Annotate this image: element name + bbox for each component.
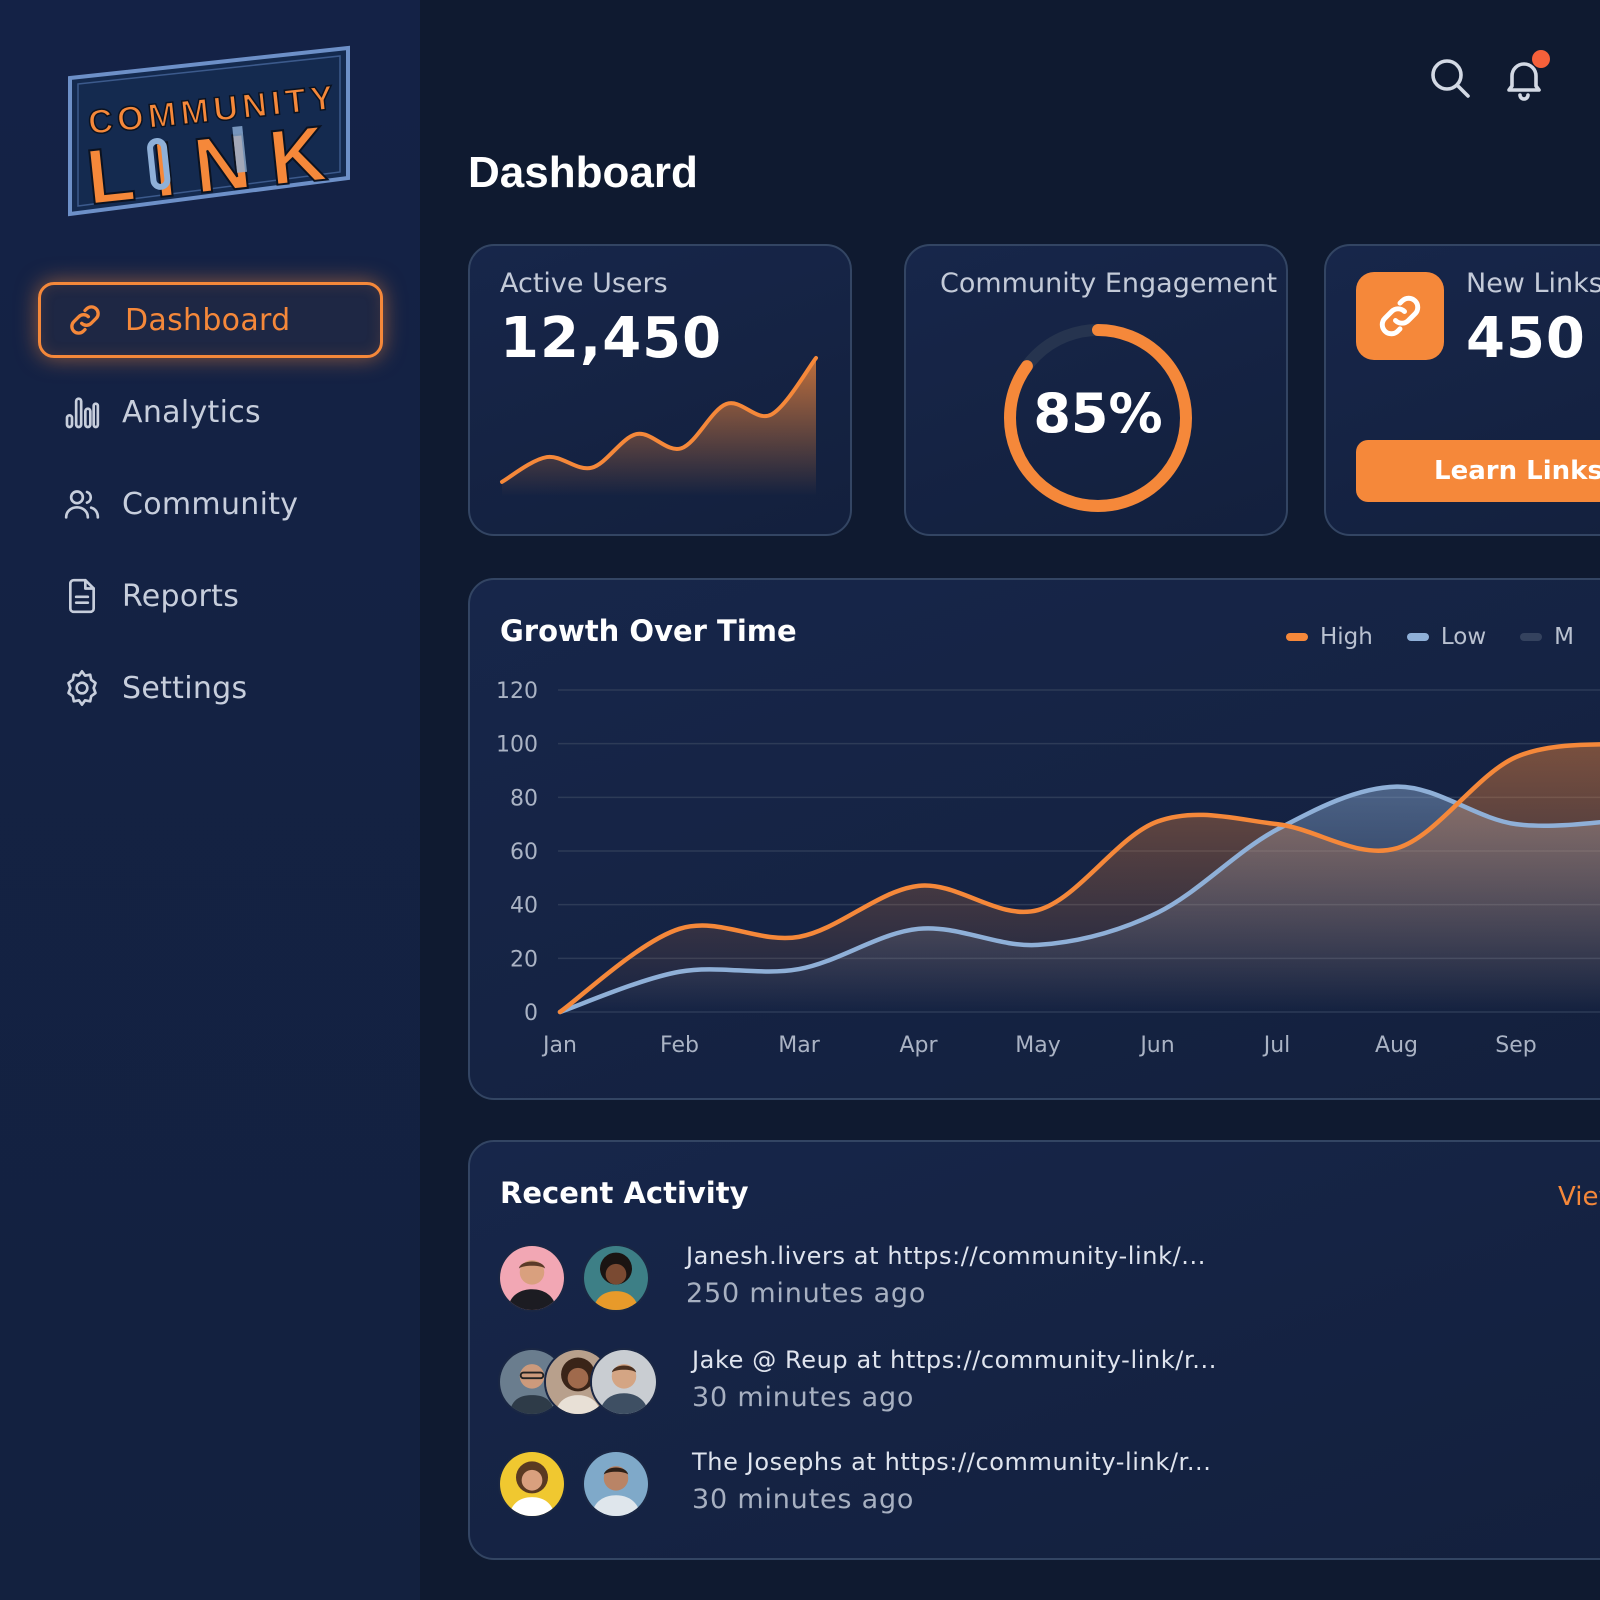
x-tick-label: Apr <box>899 1033 938 1058</box>
search-icon[interactable] <box>1426 54 1474 102</box>
gear-icon <box>60 666 104 710</box>
new-links-card[interactable]: New Links 450 Learn Links <box>1324 244 1600 536</box>
notification-badge <box>1532 50 1550 68</box>
recent-activity-title: Recent Activity <box>500 1176 749 1210</box>
engagement-label: Community Engagement <box>940 268 1278 299</box>
activity-time: 30 minutes ago <box>692 1382 915 1413</box>
activity-text: Janesh.livers at https://community-link/… <box>686 1242 1206 1270</box>
document-icon <box>60 574 104 618</box>
main-content: Dashboard Active Users 12,450 Community … <box>420 0 1600 1600</box>
avatar <box>590 1348 658 1416</box>
legend-item-high[interactable]: High <box>1286 624 1373 650</box>
activity-row[interactable]: Jake @ Reup at https://community-link/r.… <box>498 1346 1598 1426</box>
engagement-value: 85% <box>1033 382 1163 445</box>
bar-chart-icon <box>60 390 104 434</box>
legend-label-m: M <box>1554 624 1575 650</box>
chart-legend: High Low M <box>1286 624 1600 650</box>
activity-row[interactable]: Janesh.livers at https://community-link/… <box>498 1242 1598 1324</box>
recent-activity-card: Recent Activity View Janesh.livers at ht… <box>468 1140 1600 1560</box>
users-icon <box>60 482 104 526</box>
activity-row[interactable]: The Josephs at https://community-link/r.… <box>498 1448 1598 1530</box>
y-tick-label: 120 <box>496 679 538 704</box>
nav-label-dashboard: Dashboard <box>125 302 291 338</box>
sparkline-area <box>502 358 816 496</box>
y-tick-label: 0 <box>524 1001 538 1026</box>
nav-item-dashboard[interactable]: Dashboard <box>38 282 383 358</box>
page-title: Dashboard <box>468 148 698 197</box>
nav-label-community: Community <box>122 486 299 522</box>
sparkline-line <box>500 356 818 484</box>
new-links-label: New Links <box>1466 268 1600 299</box>
x-tick-label: Aug <box>1375 1033 1418 1058</box>
y-tick-label: 60 <box>510 840 538 865</box>
avatar <box>498 1450 566 1518</box>
activity-text: Jake @ Reup at https://community-link/r.… <box>692 1346 1217 1374</box>
series-line-high <box>557 742 1600 1015</box>
legend-label-low: Low <box>1440 624 1487 650</box>
active-users-card[interactable]: Active Users 12,450 <box>468 244 852 536</box>
x-tick-label: Feb <box>660 1033 699 1058</box>
series-area-high <box>560 744 1600 1012</box>
new-links-value: 450 <box>1466 306 1586 371</box>
nav-item-settings[interactable]: Settings <box>38 650 383 726</box>
nav-item-reports[interactable]: Reports <box>38 558 383 634</box>
growth-chart: 0 20 40 60 80 100 120 Jan Feb Mar Apr May Jun Jul Aug S… <box>496 679 1600 1058</box>
legend-swatch-high <box>1286 633 1308 641</box>
y-tick-label: 80 <box>510 786 538 811</box>
activity-text: The Josephs at https://community-link/r.… <box>692 1448 1212 1476</box>
y-tick-label: 40 <box>510 894 538 919</box>
sidebar: COMMUNITY LINK Dashboard Analytic <box>0 0 420 1600</box>
notification-bell-icon[interactable] <box>1500 50 1550 102</box>
engagement-card[interactable]: Community Engagement 85% <box>904 244 1288 536</box>
legend-label-high: High <box>1320 624 1373 650</box>
activity-time: 30 minutes ago <box>692 1484 915 1515</box>
avatar <box>582 1244 650 1312</box>
link-icon <box>1379 295 1421 337</box>
nav-label-analytics: Analytics <box>122 394 261 430</box>
new-links-badge <box>1356 272 1444 360</box>
x-tick-label: Jun <box>1138 1033 1174 1058</box>
link-icon <box>63 298 107 342</box>
learn-links-button[interactable]: Learn Links <box>1356 440 1600 502</box>
y-tick-label: 20 <box>510 947 538 972</box>
avatar <box>582 1450 650 1518</box>
x-tick-label: Jan <box>541 1033 577 1058</box>
legend-item-m[interactable]: M <box>1520 624 1574 650</box>
active-users-value: 12,450 <box>500 306 723 371</box>
community-link-logo[interactable]: COMMUNITY LINK <box>66 44 356 224</box>
active-users-sparkline <box>500 356 818 496</box>
active-users-label: Active Users <box>500 268 668 299</box>
legend-swatch-low <box>1406 633 1429 641</box>
avatar <box>498 1244 566 1312</box>
legend-swatch-m <box>1520 633 1543 641</box>
nav-item-community[interactable]: Community <box>38 466 383 542</box>
legend-item-low[interactable]: Low <box>1406 624 1487 650</box>
y-tick-label: 100 <box>496 733 538 758</box>
growth-chart-card: Growth Over Time High Low M <box>468 578 1600 1100</box>
engagement-ring <box>1004 324 1192 512</box>
series-line-low <box>557 784 1600 1015</box>
x-tick-label: Jul <box>1262 1033 1291 1058</box>
x-tick-label: Mar <box>778 1033 820 1058</box>
growth-chart-title: Growth Over Time <box>500 614 797 648</box>
view-all-link[interactable]: View <box>1558 1182 1600 1212</box>
logo-graphic: COMMUNITY LINK <box>68 45 350 222</box>
nav-item-analytics[interactable]: Analytics <box>38 374 383 450</box>
nav-label-reports: Reports <box>122 578 240 614</box>
nav-label-settings: Settings <box>122 670 248 706</box>
x-tick-label: Sep <box>1495 1033 1536 1058</box>
x-tick-label: May <box>1015 1033 1060 1058</box>
activity-time: 250 minutes ago <box>686 1278 927 1309</box>
engagement-progress-arc <box>1004 324 1192 512</box>
